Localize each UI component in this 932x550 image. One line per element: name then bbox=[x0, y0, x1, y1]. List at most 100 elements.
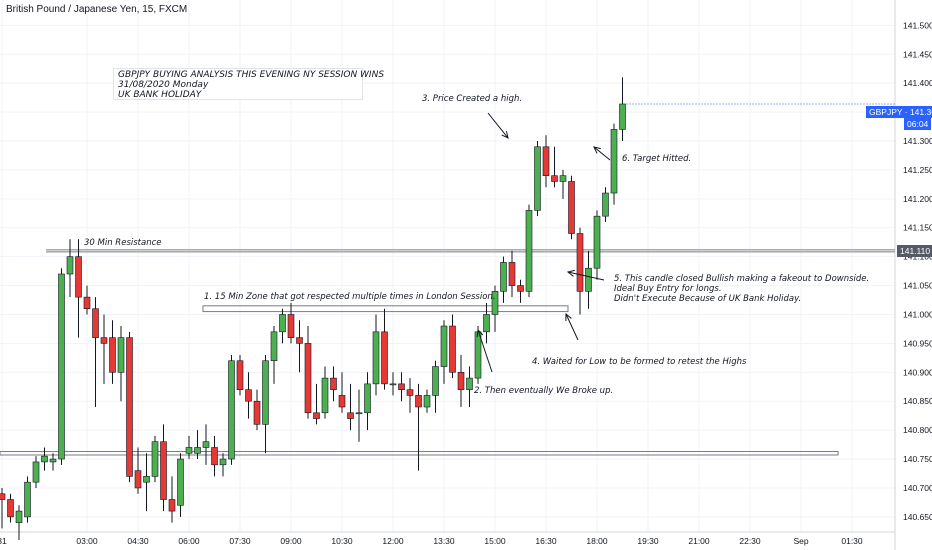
resistance-price-badge: 141.110 bbox=[897, 245, 932, 257]
candle-body bbox=[143, 476, 150, 483]
candle-body bbox=[423, 395, 431, 408]
candle-body bbox=[483, 314, 490, 333]
candle-body bbox=[330, 377, 337, 390]
retest-annotation: 4. Waited for Low to be formed to retest… bbox=[532, 357, 747, 367]
chart-title: British Pound / Japanese Yen, 15, FXCM bbox=[6, 4, 188, 15]
y-tick-label: 141.050 bbox=[903, 281, 932, 291]
current-price-badge: GBPJPY · 141.364 bbox=[866, 106, 932, 118]
x-tick-label: 19:30 bbox=[637, 536, 659, 546]
y-tick-label: 140.900 bbox=[903, 367, 932, 377]
breakout-annotation: 2. Then eventually We Broke up. bbox=[474, 386, 614, 396]
candle-body bbox=[202, 441, 210, 448]
candle-body bbox=[134, 470, 142, 489]
target-annotation: 6. Target Hitted. bbox=[622, 154, 692, 164]
candle-body bbox=[219, 458, 227, 466]
x-tick-label: 10:30 bbox=[331, 536, 353, 546]
candle-body bbox=[83, 296, 91, 309]
candle-body bbox=[253, 400, 261, 425]
candle-body bbox=[355, 412, 363, 415]
x-tick-label: 09:00 bbox=[280, 536, 302, 546]
resistance-label: 30 Min Resistance bbox=[84, 238, 162, 248]
arrow-to-fakeout bbox=[567, 271, 605, 281]
candle-body bbox=[364, 383, 371, 414]
candle-body bbox=[576, 233, 584, 292]
x-tick-label: 21:00 bbox=[688, 536, 710, 546]
y-tick-label: 141.150 bbox=[903, 223, 932, 233]
y-tick-label: 141.450 bbox=[903, 49, 932, 59]
y-tick-label: 141.400 bbox=[903, 78, 932, 88]
candle-body bbox=[168, 499, 176, 512]
x-tick-label: 03:00 bbox=[76, 536, 98, 546]
x-tick-label: 13:30 bbox=[433, 536, 455, 546]
arrow-to-fakeout-head bbox=[566, 269, 575, 277]
x-tick-label: 12:00 bbox=[382, 536, 404, 546]
y-tick-label: 140.650 bbox=[903, 512, 932, 522]
candle-body bbox=[0, 493, 6, 500]
candle-body bbox=[296, 337, 303, 344]
y-tick-label: 140.850 bbox=[903, 396, 932, 406]
x-tick-label: 18:00 bbox=[586, 536, 608, 546]
x-tick-label: Sep bbox=[793, 536, 808, 546]
candle-body bbox=[619, 103, 626, 130]
note-line-1: GBPJPY BUYING ANALYSIS THIS EVENING NY S… bbox=[118, 70, 385, 80]
candle-body bbox=[593, 215, 601, 269]
arrow-to-high-head bbox=[501, 131, 509, 139]
fakeout-annotation-1: 5. This candle closed Bullish making a f… bbox=[614, 274, 870, 284]
candle-body bbox=[270, 331, 278, 362]
arrow-to-target bbox=[593, 146, 611, 161]
note-line-2: 31/08/2020 Monday bbox=[118, 80, 209, 90]
candle-body bbox=[126, 337, 133, 477]
candle-body bbox=[610, 129, 618, 194]
y-tick-label: 141.250 bbox=[903, 165, 932, 175]
candle-body bbox=[491, 291, 499, 315]
candle-body bbox=[602, 192, 609, 217]
candle-body bbox=[372, 331, 380, 385]
candle-body bbox=[66, 256, 74, 275]
candle-body bbox=[100, 337, 108, 344]
candle-body bbox=[245, 389, 252, 402]
candle-body bbox=[92, 308, 99, 338]
candle-body bbox=[415, 395, 422, 408]
arrow-to-low bbox=[565, 313, 579, 341]
candle-body bbox=[398, 383, 405, 390]
y-tick-label: 141.300 bbox=[903, 136, 932, 146]
candle-body bbox=[160, 441, 167, 500]
candle-body bbox=[32, 461, 40, 483]
candle-body bbox=[457, 372, 465, 390]
arrow-to-low-head bbox=[565, 312, 572, 322]
candle-body bbox=[347, 412, 354, 419]
x-tick-label: 01:30 bbox=[841, 536, 863, 546]
zone-15min-box bbox=[202, 305, 569, 313]
candle-body bbox=[194, 447, 201, 454]
candle-body bbox=[15, 510, 23, 523]
candle-body bbox=[177, 458, 184, 506]
arrow-to-breakout bbox=[477, 329, 493, 373]
arrow-to-breakout-head bbox=[476, 328, 484, 338]
candle-body bbox=[211, 447, 218, 466]
y-tick-label: 140.700 bbox=[903, 483, 932, 493]
x-tick-label: 06:00 bbox=[178, 536, 200, 546]
x-tick-label: 22:30 bbox=[739, 536, 761, 546]
x-tick-label: 07:30 bbox=[229, 536, 251, 546]
candle-body bbox=[449, 325, 456, 373]
candle-body bbox=[466, 377, 473, 390]
candle-body bbox=[279, 314, 286, 333]
y-tick-label: 141.500 bbox=[903, 20, 932, 30]
countdown-badge: 06:04 bbox=[904, 118, 932, 130]
candle-body bbox=[559, 175, 567, 182]
zone-annotation: 1. 15 Min Zone that got respected multip… bbox=[204, 292, 496, 302]
candle-body bbox=[381, 331, 388, 385]
candle-body bbox=[228, 360, 235, 460]
fakeout-annotation-3: Didn't Execute Because of UK Bank Holida… bbox=[614, 294, 802, 304]
candle-body bbox=[338, 395, 346, 408]
y-tick-label: 140.750 bbox=[903, 454, 932, 464]
y-tick-label: 141.000 bbox=[903, 309, 932, 319]
candle-body bbox=[24, 481, 31, 518]
candle-body bbox=[304, 343, 312, 414]
arrow-to-high bbox=[487, 112, 509, 139]
candle-body bbox=[551, 175, 558, 182]
candle-body bbox=[151, 441, 159, 477]
arrow-to-target-head bbox=[593, 146, 601, 154]
